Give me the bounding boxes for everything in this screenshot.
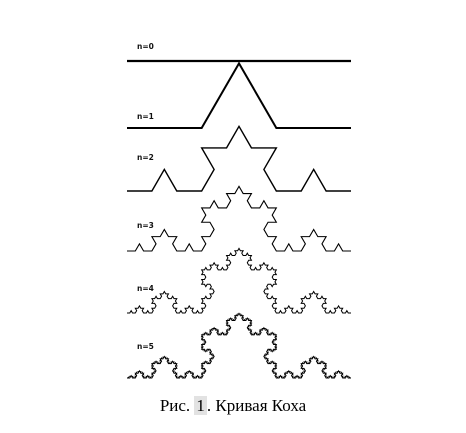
iteration-label-n0: n=0 (137, 42, 154, 51)
figure-caption: Рис. 1. Кривая Коха (0, 395, 466, 417)
iteration-label-n5: n=5 (137, 342, 154, 351)
koch-curve-n3 (127, 185, 351, 252)
koch-curve-n5 (127, 312, 351, 379)
koch-curve-n4 (127, 247, 351, 314)
koch-curve-n2 (127, 124, 351, 192)
iteration-label-n4: n=4 (137, 284, 154, 293)
caption-figure-number: 1 (194, 396, 207, 415)
iteration-label-n3: n=3 (137, 221, 154, 230)
iteration-label-n1: n=1 (137, 112, 154, 121)
iteration-label-n2: n=2 (137, 153, 154, 162)
koch-curve-n1 (127, 61, 351, 129)
caption-suffix: . Кривая Коха (206, 396, 307, 415)
caption-prefix: Рис. (159, 396, 195, 415)
